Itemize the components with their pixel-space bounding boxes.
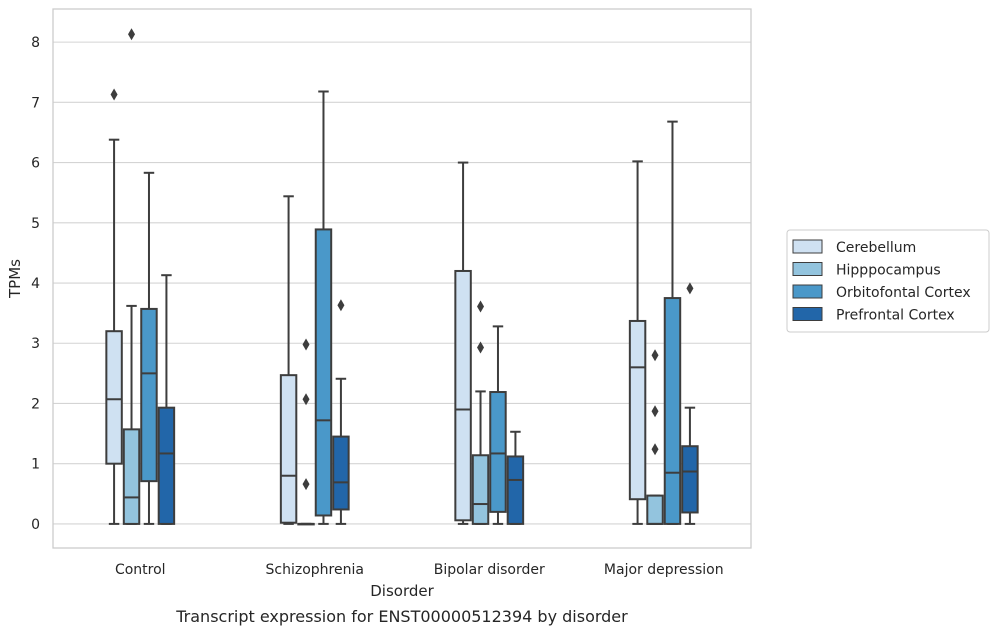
legend-item: Hipppocampus [792,262,941,279]
box-0-3 [157,274,176,525]
y-tick-label: 4 [31,276,40,292]
box-2-3 [506,430,525,525]
box-iqr [681,445,699,514]
legend-label: Prefrontal Cortex [836,308,955,324]
outlier-marker [302,393,310,406]
x-axis-title: Disorder [370,582,434,600]
legend-frame [786,229,990,333]
box-iqr [279,374,298,524]
plot-frame [52,8,752,549]
y-tick-label: 5 [31,216,40,232]
legend-label: Cerebellum [836,240,916,256]
box-iqr [489,391,507,513]
box-2-2 [489,325,507,525]
box-iqr [628,319,647,501]
x-tick-label: Control [115,562,166,578]
figure-caption: Transcript expression for ENST0000051239… [175,607,628,626]
y-tick-label: 1 [31,457,40,473]
y-tick-label: 6 [31,156,40,172]
outlier-marker [337,299,345,312]
y-tick-label: 7 [31,95,40,111]
outlier-marker [651,443,659,456]
legend-item: Orbitofontal Cortex [792,284,971,301]
y-tick-label: 8 [31,35,40,51]
box-iqr [332,435,350,511]
x-tick-labels: Control Schizophrenia Bipolar disorder Majo… [115,562,724,578]
outlier-marker [110,88,118,101]
y-tick-label: 3 [31,336,40,352]
box-iqr [506,455,525,525]
box-1-1 [297,338,315,526]
y-tick-label: 2 [31,396,40,412]
legend-swatch [792,307,823,321]
legend-label: Orbitofontal Cortex [836,285,971,301]
box-2-0 [454,161,472,525]
legend-label: Hipppocampus [836,263,941,279]
box-1-0 [279,195,298,525]
box-3-0 [628,160,647,525]
y-axis-title: TPMs [6,259,24,299]
box-1-2 [314,90,333,525]
box-0-0 [105,88,123,525]
box-0-2 [140,171,158,525]
box-iqr [122,428,141,525]
legend-swatch [792,239,823,254]
legend-swatch [792,262,823,276]
box-iqr [157,406,176,525]
legend: Cerebellum Hipppocampus Orbitofontal Corte… [786,229,990,333]
x-tick-label: Bipolar disorder [434,562,545,578]
outlier-marker [651,349,659,362]
y-tick-label: 0 [31,517,40,533]
box-iqr [454,269,472,522]
y-tick-labels: 0 1 2 3 4 5 6 7 8 [31,35,40,533]
box-3-1 [646,349,664,525]
outlier-marker [477,341,485,354]
outlier-marker [651,405,659,418]
box-iqr [140,307,158,483]
box-iqr [105,330,123,465]
outlier-marker [302,478,310,491]
box-1-3 [332,299,350,525]
x-tick-label: Major depression [604,562,724,578]
box-2-1 [471,300,490,525]
legend-item: Prefrontal Cortex [792,307,955,324]
box-iqr [471,454,490,525]
box-3-2 [663,120,682,525]
box-iqr [314,228,333,517]
box-iqr [663,297,682,525]
boxes-layer [105,28,699,526]
box-0-1 [122,28,141,525]
outlier-marker [128,28,136,41]
box-3-3 [681,282,699,525]
legend-swatch [792,284,823,299]
box-iqr [646,494,664,525]
legend-item: Cerebellum [792,239,916,256]
x-tick-label: Schizophrenia [266,562,364,578]
outlier-marker [477,300,485,313]
outlier-marker [686,282,694,295]
outlier-marker [302,338,310,351]
